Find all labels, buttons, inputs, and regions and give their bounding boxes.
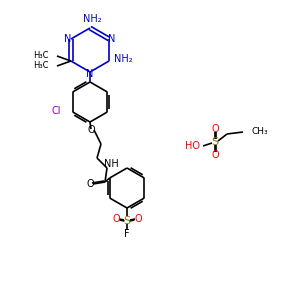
Text: H₃C: H₃C [33, 61, 49, 70]
Text: O: O [86, 179, 94, 189]
Text: NH₂: NH₂ [83, 14, 101, 24]
Text: S: S [123, 216, 130, 226]
Text: CH₃: CH₃ [252, 128, 268, 136]
Text: NH₂: NH₂ [114, 54, 132, 64]
Text: NH: NH [103, 159, 118, 169]
Text: N: N [64, 34, 72, 44]
Text: O: O [112, 214, 120, 224]
Text: N: N [86, 69, 94, 79]
Text: F: F [124, 229, 130, 239]
Text: HO: HO [185, 141, 200, 151]
Text: H₃C: H₃C [33, 50, 49, 59]
Text: O: O [134, 214, 142, 224]
Text: O: O [87, 125, 95, 135]
Text: N: N [108, 34, 116, 44]
Text: O: O [211, 150, 219, 160]
Text: S: S [212, 137, 219, 147]
Text: Cl: Cl [51, 106, 61, 116]
Text: O: O [211, 124, 219, 134]
